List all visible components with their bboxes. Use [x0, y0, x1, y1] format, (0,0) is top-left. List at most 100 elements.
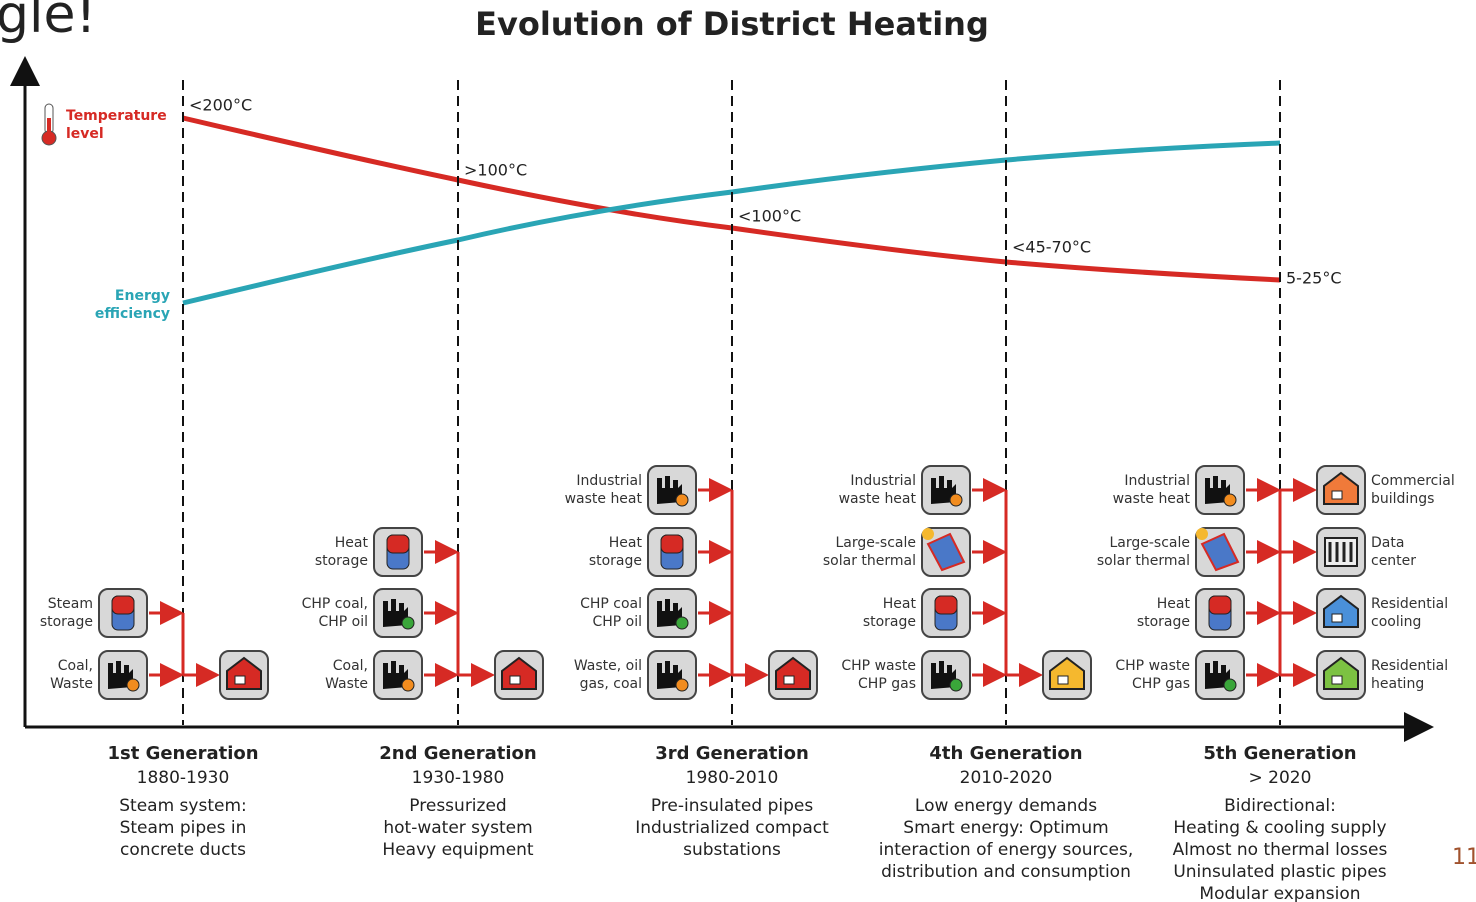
- icon-house: [1042, 650, 1092, 700]
- flame: [675, 678, 689, 692]
- sink-label: buildings: [1371, 491, 1434, 507]
- source-label: storage: [589, 553, 642, 569]
- generation-years: 1880-1930: [137, 768, 230, 788]
- generation-description: Almost no thermal losses: [1173, 840, 1388, 860]
- icon-house: [1316, 465, 1366, 515]
- icon-house: [1316, 650, 1366, 700]
- source-label: CHP coal: [580, 596, 642, 612]
- flame: [401, 678, 415, 692]
- source-label: Heat: [335, 535, 369, 551]
- generation-years: 1930-1980: [412, 768, 505, 788]
- source-label: gas, coal: [580, 676, 642, 692]
- sink-label: Commercial: [1371, 473, 1455, 489]
- source-label: Heat: [883, 596, 917, 612]
- icon-factory-fire: [373, 650, 423, 700]
- generation-name: 2nd Generation: [379, 743, 536, 764]
- house-door: [1331, 613, 1343, 623]
- house-door: [1331, 675, 1343, 685]
- source-label: storage: [40, 614, 93, 630]
- generation-description: Heating & cooling supply: [1173, 818, 1386, 838]
- generation-description: Pre-insulated pipes: [651, 796, 814, 816]
- source-label: Waste: [50, 676, 93, 692]
- sink-label: Residential: [1371, 596, 1448, 612]
- flame: [1223, 678, 1237, 692]
- sun: [922, 528, 934, 540]
- source-label: Large-scale: [1109, 535, 1190, 551]
- tank-top: [111, 595, 135, 615]
- flame: [949, 678, 963, 692]
- factory: [1205, 661, 1230, 689]
- generation-description: Uninsulated plastic pipes: [1173, 862, 1386, 882]
- sink-label: Data: [1371, 535, 1404, 551]
- icon-tank: [1195, 588, 1245, 638]
- tank-top: [1208, 595, 1232, 615]
- source-label: Waste, oil: [574, 658, 642, 674]
- generation-description: substations: [683, 840, 781, 860]
- factory: [657, 476, 682, 504]
- thermometer: [41, 103, 57, 146]
- sink-label: center: [1371, 553, 1416, 569]
- icon-solar: [1195, 527, 1245, 577]
- icon-tank: [647, 527, 697, 577]
- generation-years: 1980-2010: [686, 768, 779, 788]
- generation-name: 5th Generation: [1203, 743, 1356, 764]
- source-label: waste heat: [565, 491, 643, 507]
- source-label: CHP coal,: [302, 596, 368, 612]
- source-label: Coal,: [333, 658, 368, 674]
- source-label: CHP gas: [1132, 676, 1190, 692]
- flame: [675, 493, 689, 507]
- source-label: Coal,: [58, 658, 93, 674]
- source-label: Large-scale: [835, 535, 916, 551]
- source-label: solar thermal: [1097, 553, 1190, 569]
- house-door: [1331, 490, 1343, 500]
- generation-name: 3rd Generation: [655, 743, 809, 764]
- temperature-value: <100°C: [738, 207, 801, 226]
- icon-house: [768, 650, 818, 700]
- generation-description: Steam pipes in: [120, 818, 247, 838]
- icon-tank: [373, 527, 423, 577]
- factory: [657, 599, 682, 627]
- flame: [675, 616, 689, 630]
- temperature-label: Temperature: [66, 108, 167, 124]
- icon-tank: [98, 588, 148, 638]
- source-label: solar thermal: [823, 553, 916, 569]
- source-label: CHP gas: [858, 676, 916, 692]
- tank-top: [386, 534, 410, 554]
- factory: [108, 661, 133, 689]
- factory: [931, 661, 956, 689]
- temperature-value: >100°C: [464, 161, 527, 180]
- generation-description: Smart energy: Optimum: [903, 818, 1108, 838]
- sun: [1196, 528, 1208, 540]
- source-label: CHP waste: [841, 658, 916, 674]
- generation-description: Steam system:: [119, 796, 246, 816]
- generation-name: 4th Generation: [929, 743, 1082, 764]
- generation-description: Modular expansion: [1199, 884, 1360, 902]
- flame: [949, 493, 963, 507]
- tank-top: [660, 534, 684, 554]
- temperature-value: <200°C: [189, 96, 252, 115]
- temperature-value: 5-25°C: [1286, 269, 1341, 288]
- factory: [657, 661, 682, 689]
- source-label: waste heat: [839, 491, 917, 507]
- source-label: Heat: [609, 535, 643, 551]
- tank-top: [934, 595, 958, 615]
- icon-factory-fire: [1195, 465, 1245, 515]
- source-label: Steam: [48, 596, 93, 612]
- corner-text: gle!: [0, 0, 96, 45]
- source-label: Waste: [325, 676, 368, 692]
- house-door: [1057, 675, 1069, 685]
- factory: [383, 599, 408, 627]
- generation-description: concrete ducts: [120, 840, 246, 860]
- efficiency-label: Energy: [115, 288, 170, 304]
- temperature-label: level: [66, 126, 104, 142]
- icon-factory-fire: [921, 465, 971, 515]
- icon-factory-fire: [98, 650, 148, 700]
- factory: [1205, 476, 1230, 504]
- source-label: CHP oil: [318, 614, 368, 630]
- source-label: CHP oil: [592, 614, 642, 630]
- solar-panel: [926, 532, 966, 572]
- generation-description: interaction of energy sources,: [879, 840, 1134, 860]
- generation-description: Pressurized: [409, 796, 506, 816]
- icon-house: [494, 650, 544, 700]
